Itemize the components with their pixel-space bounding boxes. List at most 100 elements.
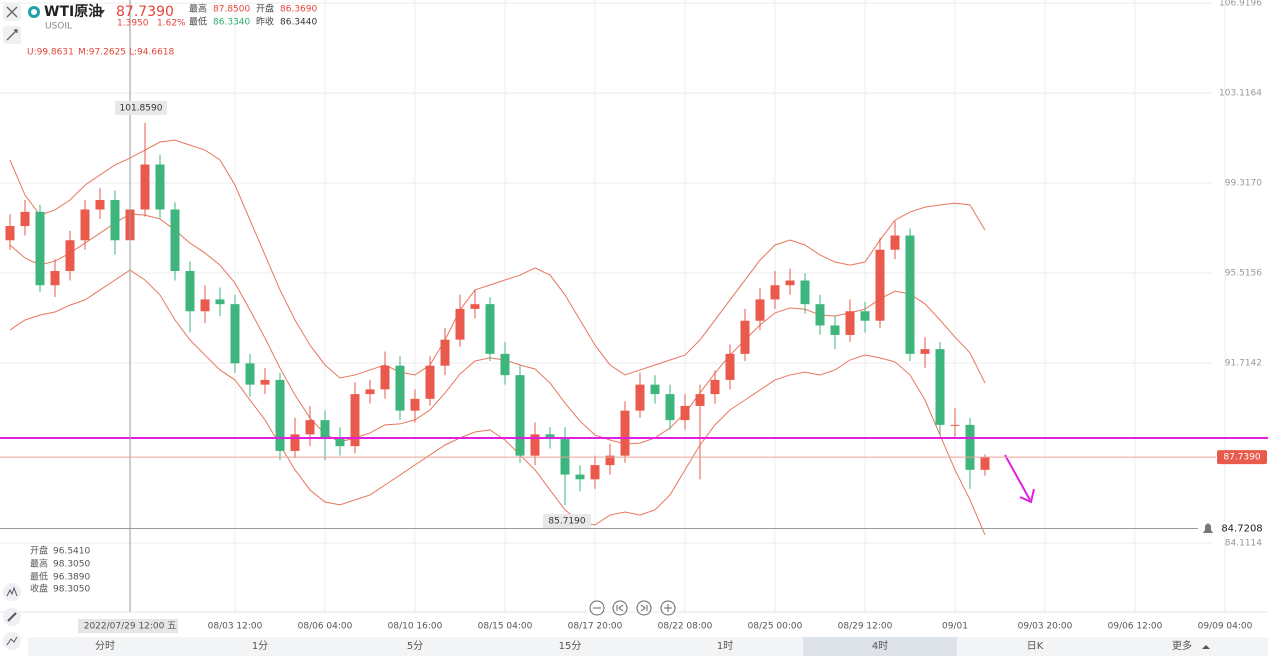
ohlc-value: 96.5410 [53,547,90,557]
y-tick-label: 99.3170 [1225,179,1262,189]
candle-body [860,311,870,321]
ohlc-value: 98.3050 [53,585,90,595]
tool-button[interactable] [3,632,21,650]
candle-body [920,349,930,354]
x-tick-label: 08/17 20:00 [568,622,623,632]
x-tick-label: 09/03 20:00 [1018,622,1073,632]
symbol[interactable]: WTI原油 [44,3,102,20]
candle-body [725,353,735,380]
candle-body [305,420,315,435]
candle-body [545,434,555,440]
x-tick-label: 08/03 12:00 [208,622,263,632]
candle-body [590,465,600,480]
candle-body [80,209,90,241]
y-tick-label: 91.7142 [1225,358,1262,368]
candle-body [185,271,195,312]
low-label: 85.7190 [548,516,585,526]
candle-body [140,164,150,210]
indicator-m: M:97.2625 [78,48,126,58]
candle-body [980,457,990,470]
stat-value: 86.3440 [280,18,317,28]
crosshair-time-bg [78,619,178,633]
change-pct: 1.62% [157,19,186,29]
candle-body [260,379,270,385]
x-tick-label: 09/09 04:00 [1198,622,1253,632]
candle-body [380,365,390,390]
x-tick-label: 08/22 08:00 [658,622,713,632]
zoom-icons [593,604,672,612]
high-label-bg [115,100,167,115]
candle-body [650,384,660,395]
candle-body [455,308,465,340]
candle-body [875,249,885,321]
y-tick-label: 84.1114 [1225,538,1262,548]
tool-icon [6,636,18,646]
crosshair-price-label: 84.7208 [1221,524,1262,535]
tab-selected [803,637,957,656]
ohlc-panel: 开盘 96.5410 最高 98.3050 最低 96.3890 收盘 98.3… [30,545,90,595]
candle-body [395,365,405,411]
candle-body [695,394,705,406]
candle-body [485,304,495,354]
ohlc-label: 最高 [30,558,48,570]
ohlc-value: 96.3890 [53,573,90,583]
stat-label: 最低 [189,16,207,28]
symbol-dropdown[interactable] [99,10,105,14]
more-caret [1202,645,1210,649]
candle-body [740,320,750,354]
ohlc-label: 收盘 [30,583,48,595]
candle-body [335,439,345,447]
candle-body [530,434,540,456]
candle-body [965,424,975,470]
tab[interactable]: 5分 [407,640,423,652]
tab[interactable]: 15分 [559,640,582,652]
candle-body [950,424,960,426]
candle-body [290,434,300,451]
candle-body [620,410,630,456]
candle-body [410,398,420,411]
candle-body [50,271,60,286]
tab[interactable]: 分时 [95,640,115,652]
low-label-bg [543,513,591,528]
y-tick-label: 106.9196 [1219,0,1262,9]
candle-body [635,384,645,411]
indicator-l: L:94.6618 [129,48,175,58]
candle-body [785,280,795,286]
x-tick-label: 08/25 00:00 [748,622,803,632]
candle-body [770,285,780,300]
y-tick-label: 103.1164 [1219,89,1262,99]
tabs: 分时 1分 5分 15分 1时 4时 日K 更多 [95,639,1192,652]
indicator-u: U:99.8631 [27,48,74,58]
drawn-arrow[interactable] [1004,454,1035,504]
candle-body [665,394,675,421]
candle-body [5,226,15,241]
candle-body [440,339,450,366]
ohlc-label: 开盘 [30,545,48,557]
x-tick-label: 09/01 [942,622,968,632]
tab[interactable]: 1时 [717,640,733,652]
x-tick-label: 08/29 12:00 [838,622,893,632]
tab[interactable]: 日K [1027,641,1044,652]
zoom-controls [589,600,676,616]
candle-body [470,304,480,309]
stat-value: 86.3340 [213,18,250,28]
candle-body [95,200,105,210]
band-line [9,269,986,536]
candle-body [515,375,525,456]
tab[interactable]: 1分 [252,640,268,652]
candle-body [35,211,45,286]
change: 1.3950 [117,19,149,29]
candle-body [155,164,165,210]
stat-label: 昨收 [256,16,274,28]
tab[interactable]: 4时 [872,640,888,652]
tab[interactable]: 更多 [1172,639,1192,652]
candle-body [905,235,915,354]
candle-body [200,299,210,312]
tool-button[interactable] [3,583,21,601]
stat-value: 87.8500 [213,5,250,15]
candle-body [830,325,840,335]
symbol-code: USOIL [45,22,72,32]
alert-bell[interactable] [1203,523,1213,534]
candle-body [110,200,120,241]
x-tick-label: 2022/07/29 12:00 五 [84,622,177,632]
